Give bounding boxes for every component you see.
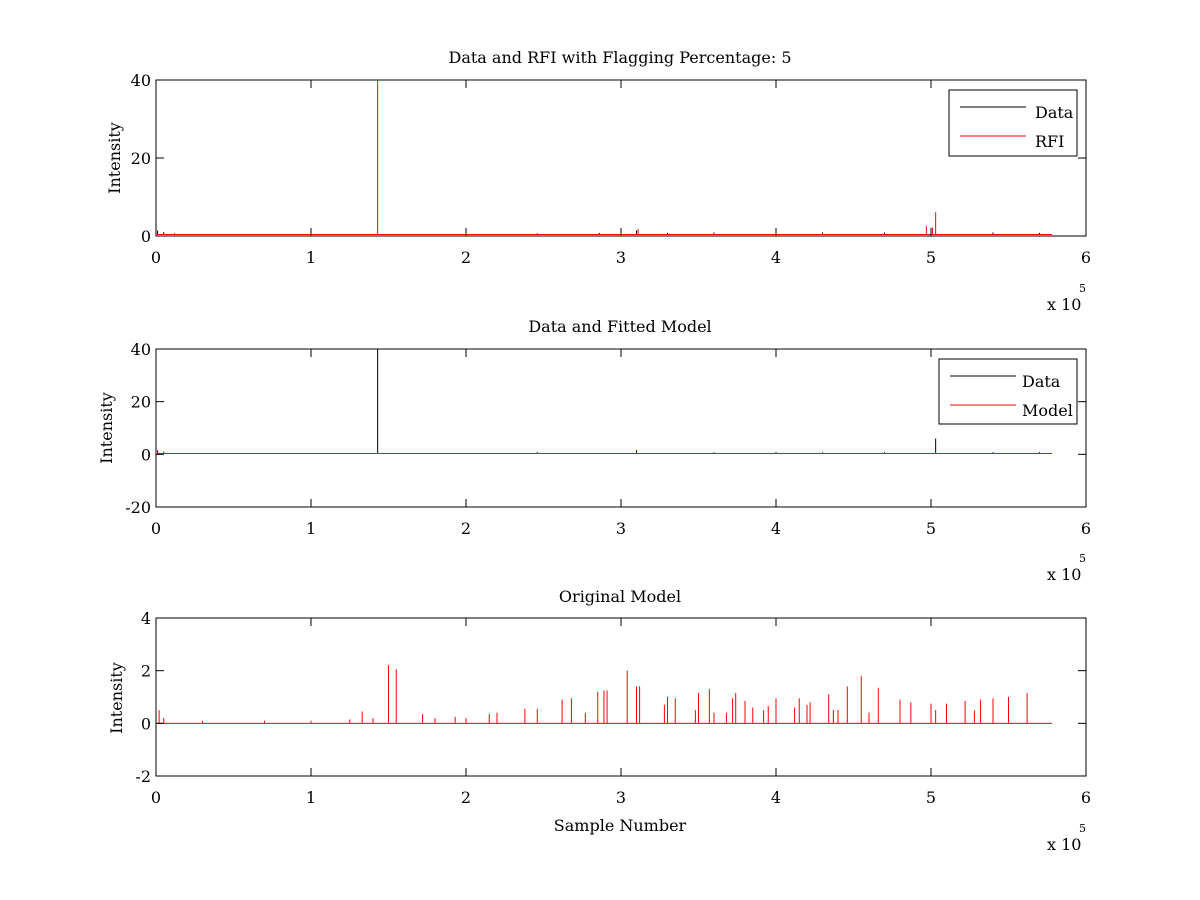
panel-3-ytick-label: 4	[141, 609, 151, 628]
panel-3-series-1	[157, 665, 1052, 724]
panel-2-legend-label-data: Data	[1022, 372, 1061, 391]
panel-1-legend-box	[948, 89, 1078, 157]
panel-1-ytick-label: 0	[141, 227, 151, 246]
panel-3-xtick-label: 2	[461, 788, 471, 807]
panel-2-xtick-label: 1	[306, 519, 316, 538]
panel-1-ylabel: Intensity	[105, 122, 124, 194]
panel-2-xtick-label: 0	[151, 519, 161, 538]
panel-3-ytick-label: 2	[141, 662, 151, 681]
panel-1-xtick-label: 5	[926, 248, 936, 267]
panel-1-title: Data and RFI with Flagging Percentage: 5	[448, 48, 791, 67]
panel-2-xtick-label: 3	[616, 519, 626, 538]
panel-3-xtick-label: 5	[926, 788, 936, 807]
panel-3-ytick-label: -2	[135, 767, 151, 786]
panel-3-ylabel: Intensity	[107, 662, 126, 734]
panel-2-ytick-label: 0	[141, 445, 151, 464]
panel-1-xtick-label: 3	[616, 248, 626, 267]
panel-1-ytick-label: 20	[131, 149, 151, 168]
panel-1-plot-area	[157, 80, 1052, 235]
panel-1-ticks: 0 1 2 3 4 5 6 0 20 40	[131, 71, 1091, 267]
panel-3-xtick-label: 6	[1081, 788, 1091, 807]
panel-2-ytick-label: 40	[131, 340, 151, 359]
panel-3-xlabel: Sample Number	[554, 816, 687, 835]
panel-3-title: Original Model	[559, 587, 681, 606]
panel-2-series-2	[157, 451, 1052, 455]
panel-2-ytick-label: 20	[131, 393, 151, 412]
panel-2-xtick-label: 4	[771, 519, 781, 538]
panel-1-legend-label-rfi: RFI	[1035, 132, 1064, 151]
panel-2-ylabel: Intensity	[97, 392, 116, 464]
panel-3-x-multiplier: x 10	[1047, 835, 1081, 854]
panel-2-ytick-label: -20	[125, 498, 151, 517]
panel-3-xtick-label: 3	[616, 788, 626, 807]
panel-3-axes-box	[155, 617, 1087, 777]
panel-1: Data and RFI with Flagging Percentage: 5…	[105, 48, 1091, 314]
panel-1-legend: Data RFI	[948, 89, 1078, 157]
panel-1-series-2	[157, 80, 1052, 235]
panel-2-legend-box	[938, 358, 1078, 425]
panel-3-xtick-label: 0	[151, 788, 161, 807]
panel-1-xtick-label: 4	[771, 248, 781, 267]
panel-2-title: Data and Fitted Model	[528, 317, 711, 336]
panel-1-xtick-label: 1	[306, 248, 316, 267]
panel-1-xtick-label: 6	[1081, 248, 1091, 267]
panel-3-x-exponent: 5	[1079, 822, 1086, 835]
panel-1-ytick-label: 40	[131, 71, 151, 90]
panel-3-xtick-label: 1	[306, 788, 316, 807]
panel-2-x-multiplier: x 10	[1047, 565, 1081, 584]
panel-3-xtick-label: 4	[771, 788, 781, 807]
panel-1-axes-box	[155, 79, 1087, 237]
panel-1-legend-label-data: Data	[1035, 103, 1074, 122]
panel-3-plot-area	[157, 665, 1052, 724]
panel-2: Data and Fitted Model Intensity 0 1 2 3 4 5 6 -…	[97, 317, 1091, 584]
panel-3-ytick-label: 0	[141, 714, 151, 733]
panel-1-x-exponent: 5	[1079, 282, 1086, 295]
panel-2-legend: Data Model	[938, 358, 1078, 425]
panel-2-xtick-label: 2	[461, 519, 471, 538]
panel-2-axes-box	[155, 348, 1087, 508]
panel-1-x-multiplier: x 10	[1047, 295, 1081, 314]
panel-2-x-exponent: 5	[1079, 552, 1086, 565]
panel-2-xtick-label: 6	[1081, 519, 1091, 538]
panel-1-xtick-label: 2	[461, 248, 471, 267]
panel-1-xtick-label: 0	[151, 248, 161, 267]
panel-2-legend-label-model: Model	[1022, 401, 1073, 420]
panel-2-plot-area	[157, 349, 1052, 455]
panel-2-xtick-label: 5	[926, 519, 936, 538]
